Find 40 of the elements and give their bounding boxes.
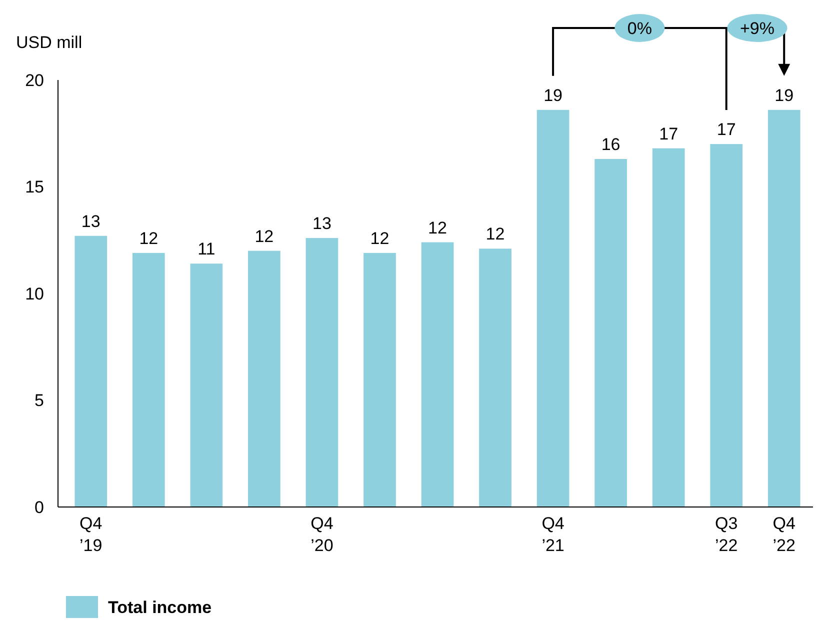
bar <box>710 144 743 507</box>
bar <box>594 158 627 507</box>
data-label: 12 <box>486 224 505 244</box>
bar <box>768 110 800 507</box>
data-label: 12 <box>139 228 158 248</box>
data-label: 13 <box>81 212 100 231</box>
data-label: 16 <box>601 134 620 154</box>
text: +9% <box>740 18 774 38</box>
bar <box>364 252 396 507</box>
x-tick-label: Q4 ’20 <box>310 514 334 555</box>
data-label: 17 <box>716 120 736 140</box>
data-label: 19 <box>544 86 562 105</box>
y-tick-label: 10 <box>25 284 44 304</box>
bar <box>479 248 512 507</box>
data-label: 12 <box>254 226 274 246</box>
bar <box>190 264 223 507</box>
data-label: 19 <box>774 86 794 105</box>
y-tick-label: 20 <box>25 70 44 90</box>
bar <box>536 110 570 507</box>
y-tick-label: 5 <box>34 391 44 410</box>
x-tick-label: Q4 ’19 <box>80 514 102 555</box>
x-tick-label: Q3 ’22 <box>715 514 738 555</box>
bar <box>652 148 685 507</box>
bar <box>248 250 280 507</box>
data-label: 11 <box>198 240 216 259</box>
bar <box>421 242 454 507</box>
bar <box>74 236 108 507</box>
x-tick-label: Q4 ’22 <box>772 514 796 555</box>
y-tick-label: 15 <box>25 178 44 197</box>
data-label: 12 <box>428 218 447 238</box>
x-tick-label: Q4 ’21 <box>542 514 564 555</box>
bar <box>306 238 338 507</box>
data-label: 13 <box>312 214 332 233</box>
text: 0% <box>627 18 652 38</box>
legend-label: Total income <box>108 598 212 617</box>
y-axis-title: USD mill <box>16 33 82 52</box>
bar <box>132 252 165 507</box>
y-tick-label: 0 <box>34 498 44 517</box>
data-label: 12 <box>370 228 390 248</box>
data-label: 17 <box>659 124 678 144</box>
